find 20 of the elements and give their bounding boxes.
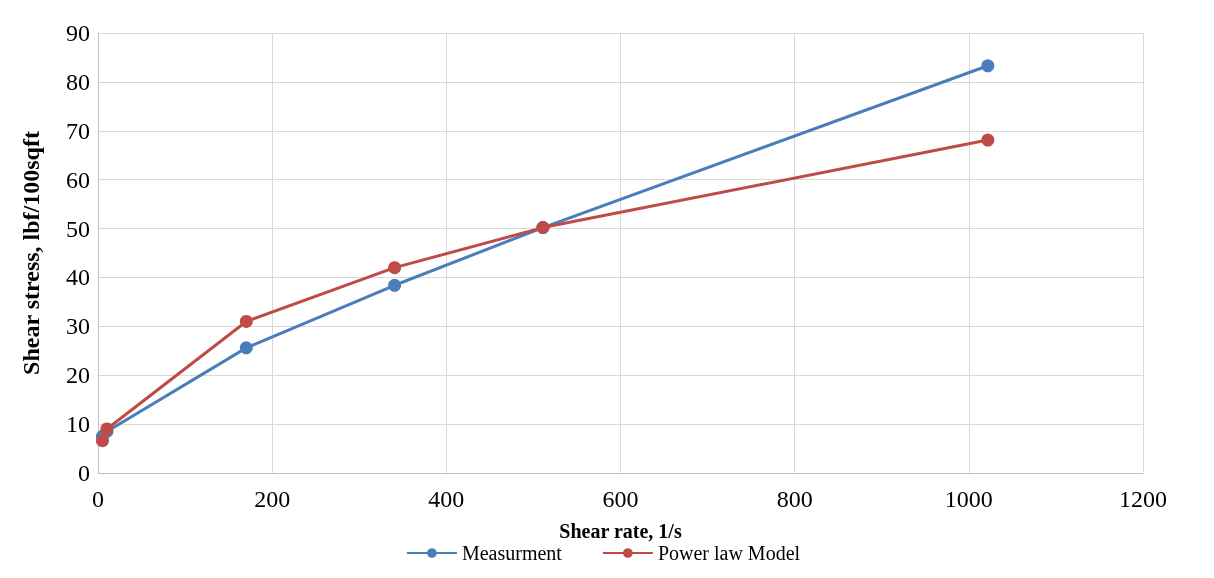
legend-label: Power law Model (657, 542, 801, 564)
x-tick-label: 1200 (1119, 486, 1167, 512)
y-tick-label: 90 (66, 20, 90, 46)
y-tick-label: 40 (66, 264, 90, 291)
y-tick-label: 0 (78, 460, 90, 486)
x-tick-label: 800 (776, 486, 813, 512)
y-tick-label: 80 (66, 68, 90, 95)
y-axis-title: Shear stress, lbf/100sqft (18, 131, 44, 375)
x-axis-title: Shear rate, 1/s (559, 520, 682, 542)
y-tick-label: 50 (66, 215, 90, 242)
y-tick-label: 70 (66, 117, 90, 144)
x-tick-label: 600 (602, 486, 639, 512)
legend-label: Measurment (461, 542, 563, 564)
x-tick-label: 200 (254, 486, 291, 512)
y-tick-label: 60 (66, 166, 90, 193)
y-tick-label: 10 (66, 411, 90, 438)
y-tick-label: 30 (66, 313, 90, 340)
y-tick-label: 20 (66, 362, 90, 389)
x-tick-label: 400 (428, 486, 465, 512)
x-tick-label: 1000 (944, 486, 993, 512)
